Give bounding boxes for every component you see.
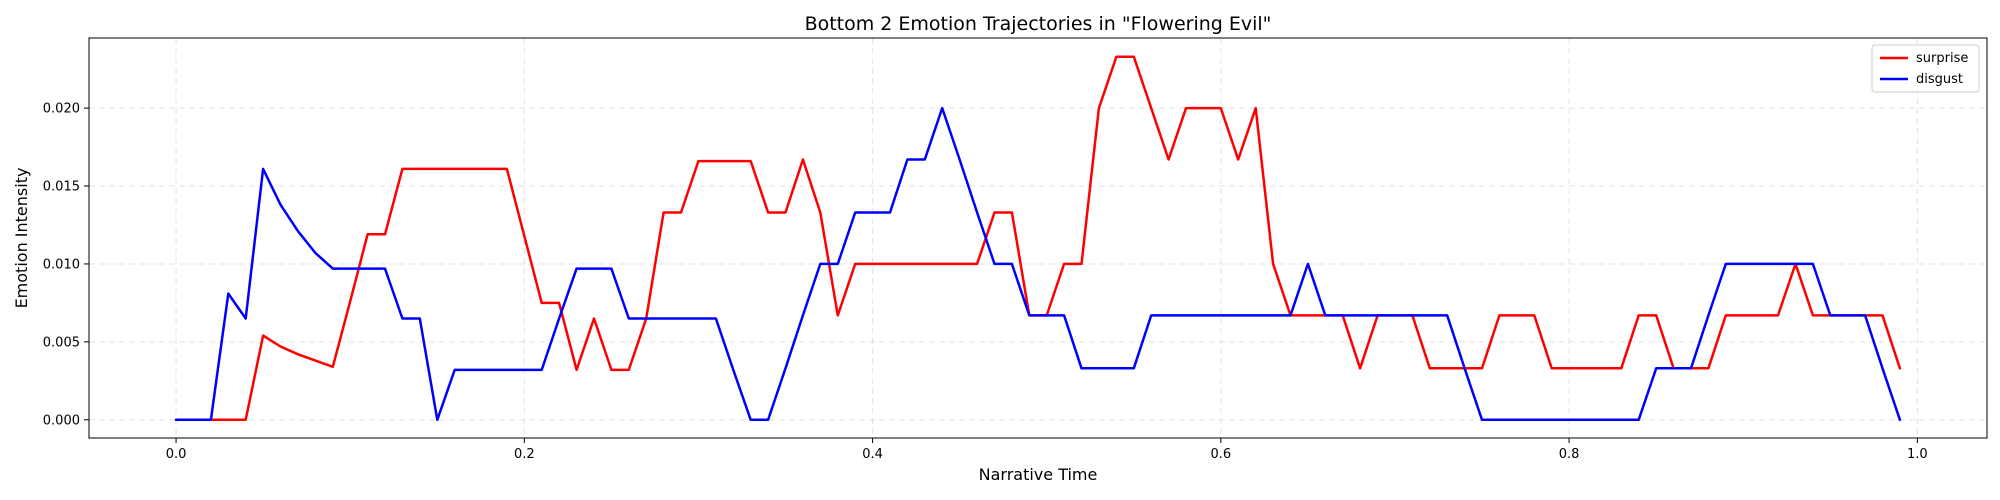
x-tick-label: 0.6 xyxy=(1210,447,1231,462)
x-tick-label: 0.0 xyxy=(166,447,187,462)
x-tick-label: 0.8 xyxy=(1559,447,1580,462)
legend-label-disgust: disgust xyxy=(1916,72,1963,87)
y-tick-label: 0.020 xyxy=(43,102,80,117)
y-axis-title: Emotion Intensity xyxy=(12,168,31,309)
plot-frame xyxy=(88,37,1988,439)
series-lines xyxy=(174,55,1902,422)
y-tick-label: 0.000 xyxy=(43,413,80,428)
y-tick-label: 0.010 xyxy=(43,257,80,272)
x-axis-title: Narrative Time xyxy=(979,465,1098,484)
series-line-disgust xyxy=(174,106,1902,422)
legend-label-surprise: surprise xyxy=(1916,51,1968,66)
legend: surprise disgust xyxy=(1871,44,1980,93)
x-tick-label: 1.0 xyxy=(1907,447,1928,462)
x-tick-label: 0.2 xyxy=(514,447,535,462)
grid xyxy=(89,38,1987,438)
axis-ticks: 0.0 0.2 0.4 0.6 0.8 1.0 0.000 0.005 0.010 0.015 0.… xyxy=(43,102,1928,462)
y-tick-label: 0.005 xyxy=(43,335,80,350)
y-tick-label: 0.015 xyxy=(43,180,80,195)
chart-title: Bottom 2 Emotion Trajectories in "Flower… xyxy=(805,13,1272,35)
x-tick-label: 0.4 xyxy=(862,447,883,462)
